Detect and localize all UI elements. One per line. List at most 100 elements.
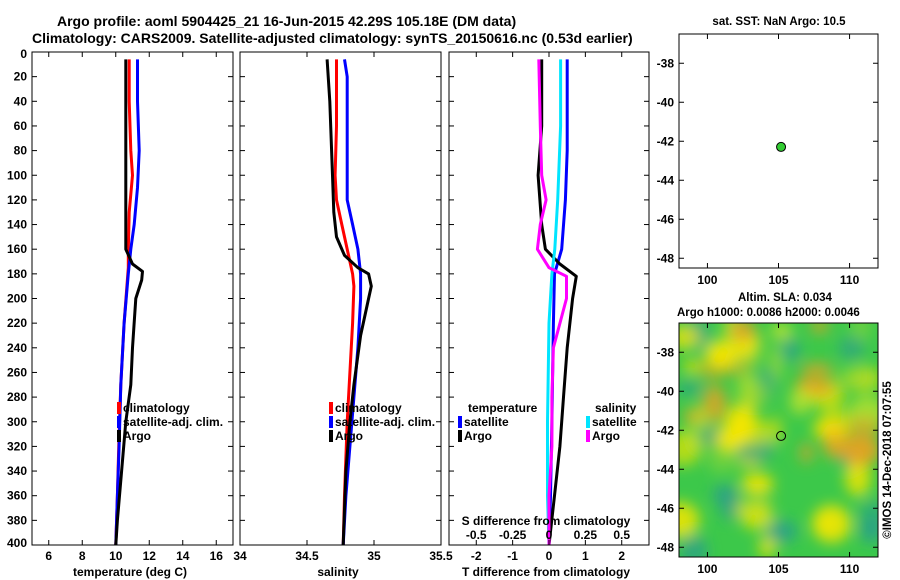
difference-legend-temperature-title: temperature — [468, 401, 538, 415]
sla-blotch — [769, 323, 793, 340]
sla-blotch — [702, 385, 727, 423]
sla-map-panel: Altim. SLA: 0.034 Argo h1000: 0.0086 h20… — [657, 292, 879, 576]
y-tick-label: 180 — [7, 267, 27, 281]
sla-blotch — [704, 340, 738, 369]
y-tick-label: 40 — [14, 94, 28, 108]
y-tick-label: -46 — [657, 212, 675, 226]
x-tick-label: 0 — [546, 549, 553, 563]
sla-map-title-1: Altim. SLA: 0.034 — [738, 292, 833, 304]
x-tick-label: 105 — [768, 273, 788, 287]
salinity-legend-climatology: climatology — [335, 401, 402, 415]
s-tick-label: 0.5 — [613, 528, 630, 542]
series-argo — [114, 59, 144, 546]
y-tick-label: -42 — [657, 134, 675, 148]
y-tick-label: -48 — [657, 540, 675, 554]
y-tick-label: 260 — [7, 365, 27, 379]
plot-frame — [31, 51, 234, 546]
y-tick-label: -46 — [657, 501, 675, 515]
temperature-legend-satellite: satellite-adj. clim. — [123, 415, 223, 429]
x-tick-label: 110 — [840, 562, 860, 576]
imos-watermark: ©IMOS 14-Dec-2018 07:07:55 — [882, 381, 894, 539]
sla-blotch — [679, 430, 701, 467]
sla-map-axes: 100 105 110 -38 -40 -42 -44 -46 -48 — [657, 322, 879, 576]
sla-blotch — [766, 520, 798, 543]
series-satellite-adj-clim- — [114, 59, 141, 546]
y-tick-label: 240 — [7, 341, 27, 355]
sla-blotch — [858, 500, 878, 528]
sla-blotch — [716, 425, 744, 453]
sla-blotch — [682, 360, 703, 374]
sst-map-panel: sat. SST: NaN Argo: 10.5 100 105 110 -38 -40… — [657, 16, 879, 287]
sla-blotch — [679, 381, 703, 396]
x-tick-label: 2 — [618, 549, 625, 563]
legend-swatch — [329, 430, 333, 442]
x-tick-label: 100 — [697, 273, 717, 287]
s-tick-label: 0.25 — [574, 528, 598, 542]
y-tick-label: 60 — [14, 119, 28, 133]
sla-blotch — [732, 336, 757, 358]
y-tick-label: -44 — [657, 173, 675, 187]
salinity-axes: 34 34.5 35 35.5 — [233, 51, 453, 563]
series-climatology — [333, 59, 356, 546]
sla-blotch — [841, 435, 878, 466]
y-tick-label: 200 — [7, 292, 27, 306]
argo-location-marker — [776, 141, 787, 152]
x-tick-label: 110 — [840, 273, 860, 287]
x-tick-label: 16 — [210, 549, 224, 563]
x-tick-label: 1 — [582, 549, 589, 563]
sla-blotch — [805, 379, 835, 396]
x-tick-label: 14 — [176, 549, 190, 563]
y-tick-label: 140 — [7, 218, 27, 232]
x-tick-label: 34.5 — [295, 549, 319, 563]
temperature-series — [114, 59, 144, 546]
legend-swatch — [117, 416, 121, 428]
sla-blotch — [740, 502, 774, 530]
legend-swatch — [586, 430, 590, 442]
legend-swatch — [117, 430, 121, 442]
sla-blotch — [844, 416, 878, 441]
y-tick-label: 320 — [7, 439, 27, 453]
legend-swatch — [586, 416, 590, 428]
y-tick-label: 100 — [7, 168, 27, 182]
title-line-2: Climatology: CARS2009. Satellite-adjuste… — [32, 30, 633, 46]
y-tick-label: 220 — [7, 316, 27, 330]
difference-axes: -2 -1 0 1 2 -0.5 -0.25 0 0.25 0.5 — [448, 51, 650, 563]
salinity-legend-satellite: satellite-adj. clim. — [335, 415, 435, 429]
y-tick-label: -38 — [657, 345, 675, 359]
sla-blotch — [758, 534, 777, 557]
y-tick-label: 340 — [7, 464, 27, 478]
series-s-satellite — [546, 59, 563, 546]
sla-blotch — [679, 324, 701, 350]
difference-legend-t-argo: Argo — [464, 429, 492, 443]
sst-map-title: sat. SST: NaN Argo: 10.5 — [712, 16, 846, 28]
x-tick-label: 105 — [768, 562, 788, 576]
x-tick-label: 34 — [233, 549, 247, 563]
difference-series — [535, 59, 578, 546]
sla-blotch — [682, 410, 703, 423]
x-tick-label: 12 — [143, 549, 157, 563]
y-tick-label: 20 — [14, 70, 28, 84]
legend-swatch — [458, 416, 462, 428]
x-tick-label: 10 — [109, 549, 123, 563]
y-tick-label: -40 — [657, 95, 675, 109]
y-tick-label: 380 — [7, 513, 27, 527]
sla-map-title-2: Argo h1000: 0.0086 h2000: 0.0046 — [677, 307, 860, 319]
salinity-legend-argo: Argo — [335, 429, 363, 443]
temperature-panel: 0 20 40 60 80 100 120 140 160 180 200 220 240 260 280 3… — [7, 47, 234, 579]
sla-blotch — [679, 502, 700, 538]
y-tick-label: -38 — [657, 56, 675, 70]
y-tick-label: -48 — [657, 251, 675, 265]
temperature-axes: 0 20 40 60 80 100 120 140 160 180 200 220 240 260 280 3… — [7, 47, 234, 563]
sla-heatmap — [679, 323, 878, 557]
y-tick-label: 80 — [14, 144, 28, 158]
s-tick-label: -0.5 — [466, 528, 487, 542]
sla-blotch — [800, 442, 813, 464]
temperature-legend-climatology: climatology — [123, 401, 190, 415]
sla-blotch — [781, 337, 801, 363]
salinity-panel: 34 34.5 35 35.5 salinity climatology satell… — [233, 51, 453, 579]
difference-panel: -2 -1 0 1 2 -0.5 -0.25 0 0.25 0.5 T difference fr… — [448, 51, 650, 579]
y-tick-label: -42 — [657, 423, 675, 437]
sla-blotch — [817, 508, 831, 536]
series-s-argo — [535, 59, 568, 545]
difference-legend-s-satellite: satellite — [592, 415, 637, 429]
